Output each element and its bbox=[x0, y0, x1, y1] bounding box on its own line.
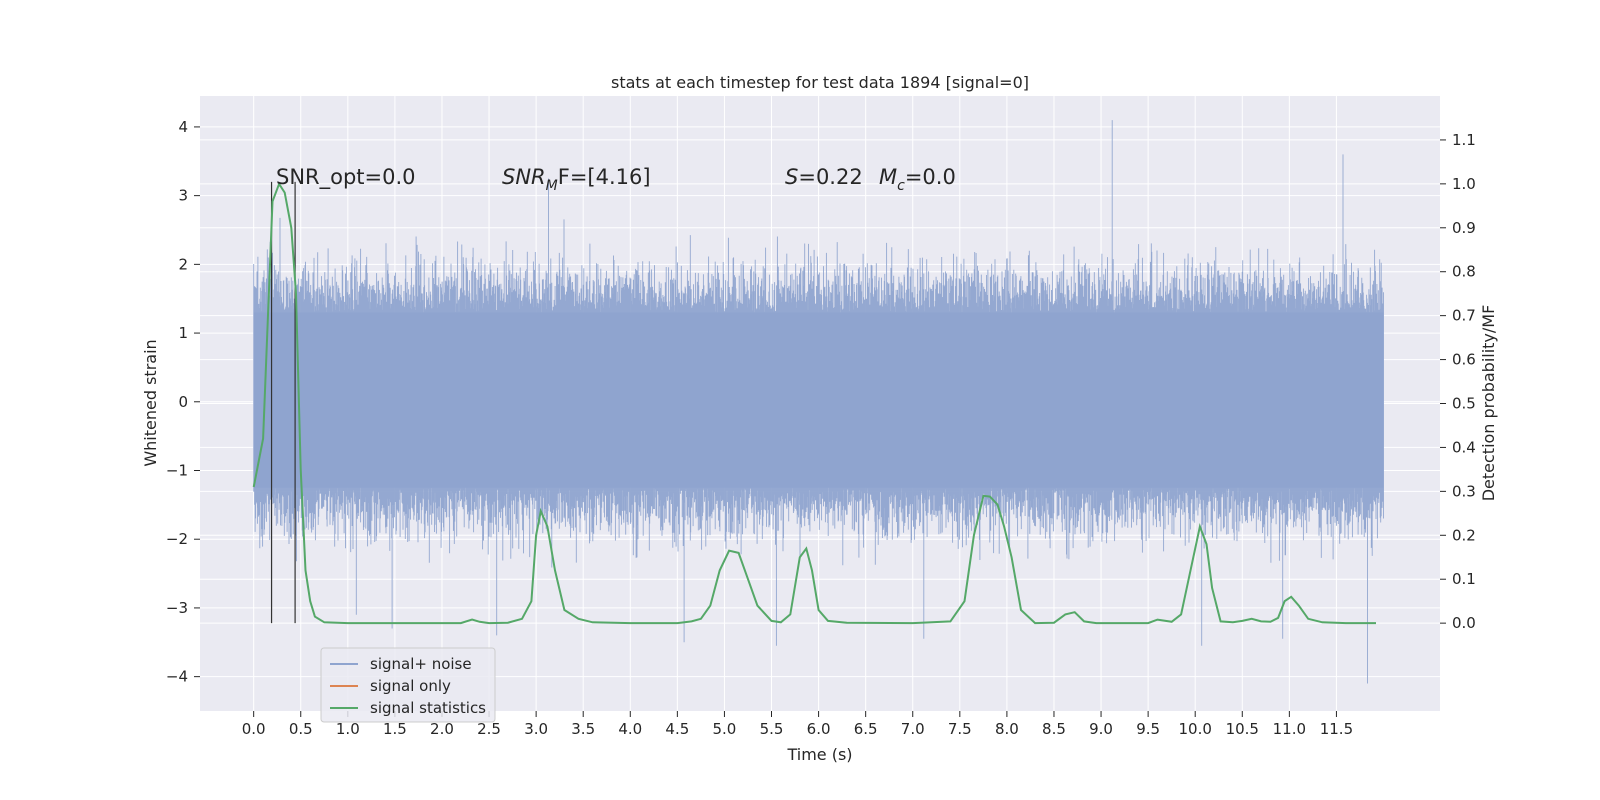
x-tick-label: 2.0 bbox=[430, 720, 454, 738]
x-tick-label: 9.0 bbox=[1089, 720, 1113, 738]
x-tick-label: 6.5 bbox=[854, 720, 878, 738]
x-tick-label: 10.5 bbox=[1226, 720, 1259, 738]
s-value: =0.22 bbox=[798, 165, 862, 189]
y-right-tick-label: 0.6 bbox=[1452, 351, 1476, 369]
y-right-tick-label: 0.4 bbox=[1452, 438, 1476, 456]
y-right-tick-label: 0.8 bbox=[1452, 263, 1476, 281]
y-left-tick-label: 1 bbox=[178, 324, 188, 342]
snr-opt-annotation: SNR_opt=0.0 bbox=[276, 165, 416, 190]
y-right-tick-label: 0.0 bbox=[1452, 614, 1476, 632]
mc-annotation: Mc=0.0 bbox=[879, 165, 956, 194]
x-tick-label: 11.0 bbox=[1273, 720, 1306, 738]
x-axis-label: Time (s) bbox=[786, 745, 852, 764]
y-left-tick-label: 0 bbox=[178, 393, 188, 411]
y-axis-label-left: Whitened strain bbox=[141, 339, 160, 466]
x-tick-label: 5.0 bbox=[713, 720, 737, 738]
x-tick-label: 10.0 bbox=[1178, 720, 1211, 738]
x-tick-label: 6.0 bbox=[807, 720, 831, 738]
x-tick-label: 0.0 bbox=[242, 720, 266, 738]
x-tick-label: 7.5 bbox=[948, 720, 972, 738]
mc-label: M bbox=[879, 165, 897, 189]
vertical-markers bbox=[270, 181, 296, 624]
x-tick-label: 8.5 bbox=[1042, 720, 1066, 738]
axes: 0.0 0.5 1.0 1.5 2.0 2.5 3.0 3.5 4.0 4.5 5.0 5.5 6.0 6… bbox=[166, 118, 1476, 738]
y-left-tick-label: −2 bbox=[166, 530, 188, 548]
legend-label-signal-noise: signal+ noise bbox=[370, 655, 472, 673]
y-right-tick-label: 0.1 bbox=[1452, 570, 1476, 588]
s-label: S bbox=[785, 165, 798, 189]
x-tick-label: 11.5 bbox=[1320, 720, 1353, 738]
snr-mf-suffix: F=[4.16] bbox=[558, 165, 651, 189]
y-right-tick-label: 1.0 bbox=[1452, 175, 1476, 193]
y-right-tick-label: 1.1 bbox=[1452, 131, 1476, 149]
y-left-tick-label: 4 bbox=[178, 118, 188, 136]
mc-value: =0.0 bbox=[905, 165, 956, 189]
mc-sub: c bbox=[897, 178, 905, 194]
y-left-tick-label: −1 bbox=[166, 461, 188, 479]
x-tick-label: 1.0 bbox=[336, 720, 360, 738]
snr-mf-annotation: SNRMF=[4.16] bbox=[502, 165, 651, 194]
snr-mf-sub: M bbox=[546, 178, 558, 194]
x-tick-label: 4.5 bbox=[665, 720, 689, 738]
signal-noise-band bbox=[253, 312, 1384, 488]
signal-statistics-line bbox=[252, 181, 1376, 625]
legend-box bbox=[320, 647, 496, 723]
x-tick-label: 0.5 bbox=[289, 720, 313, 738]
snr-mf-prefix: SNR bbox=[502, 165, 546, 189]
legend: signal+ noise signal only signal statist… bbox=[320, 647, 496, 723]
y-right-tick-label: 0.5 bbox=[1452, 395, 1476, 413]
y-right-tick-label: 0.3 bbox=[1452, 482, 1476, 500]
y-right-tick-label: 0.7 bbox=[1452, 307, 1476, 325]
x-tick-label: 2.5 bbox=[477, 720, 501, 738]
x-tick-label: 9.5 bbox=[1136, 720, 1160, 738]
x-tick-label: 4.0 bbox=[618, 720, 642, 738]
y-left-tick-label: 3 bbox=[178, 187, 188, 205]
signal-noise-series bbox=[253, 120, 1384, 684]
s-annotation: S=0.22 bbox=[785, 165, 863, 189]
y-left-tick-label: 2 bbox=[178, 255, 188, 273]
x-tick-label: 1.5 bbox=[383, 720, 407, 738]
legend-label-signal-statistics: signal statistics bbox=[370, 699, 486, 717]
x-tick-label: 5.5 bbox=[760, 720, 784, 738]
legend-label-signal-only: signal only bbox=[370, 677, 451, 695]
y-right-tick-label: 0.9 bbox=[1452, 219, 1476, 237]
x-tick-label: 8.0 bbox=[995, 720, 1019, 738]
y-left-tick-label: −3 bbox=[166, 599, 188, 617]
chart-title: stats at each timestep for test data 189… bbox=[611, 73, 1029, 92]
y-left-tick-label: −4 bbox=[166, 668, 188, 686]
signal-statistics-series bbox=[252, 181, 1376, 625]
y-axis-label-right: Detection probability/MF bbox=[1479, 305, 1498, 502]
x-tick-label: 3.5 bbox=[571, 720, 595, 738]
x-tick-label: 3.0 bbox=[524, 720, 548, 738]
y-right-tick-label: 0.2 bbox=[1452, 526, 1476, 544]
x-tick-label: 7.0 bbox=[901, 720, 925, 738]
